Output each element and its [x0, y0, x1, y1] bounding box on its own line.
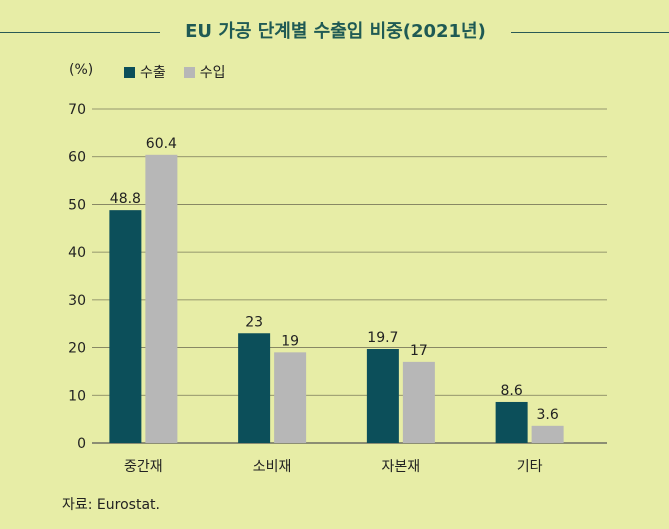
y-tick-label: 70: [68, 102, 86, 118]
x-category-label: 소비재: [253, 459, 292, 475]
y-tick-label: 40: [68, 245, 86, 261]
legend: 수출 수입: [124, 62, 244, 82]
y-tick-label: 0: [77, 436, 86, 452]
y-tick-label: 20: [68, 341, 86, 357]
legend-label-import: 수입: [199, 65, 226, 81]
title-rule-right: [511, 32, 669, 33]
bar-import: [402, 361, 435, 443]
data-label-export: 8.6: [500, 383, 522, 399]
bar-export: [495, 401, 528, 443]
y-tick-label: 50: [68, 197, 86, 213]
data-label-export: 19.7: [367, 330, 398, 346]
legend-item-import: 수입: [183, 62, 226, 82]
bar-import: [145, 154, 178, 443]
bar-export: [366, 349, 399, 443]
legend-label-export: 수출: [140, 65, 166, 81]
x-category-label: 중간재: [124, 459, 163, 475]
legend-swatch-import: [183, 66, 195, 78]
data-label-import: 19: [281, 333, 299, 349]
bar-import: [531, 425, 564, 443]
x-category-label: 자본재: [382, 459, 421, 475]
y-tick-label: 10: [68, 388, 86, 404]
chart-title: EU 가공 단계별 수출입 비중(2021년): [185, 21, 486, 42]
legend-swatch-export: [124, 66, 135, 78]
bar-import: [274, 352, 307, 443]
y-tick-label: 30: [68, 293, 86, 309]
x-category-label: 기타: [517, 459, 543, 475]
y-tick-label: 60: [68, 150, 86, 166]
legend-item-export: 수출: [124, 62, 166, 82]
source-note: 자료: Eurostat.: [62, 497, 160, 513]
data-label-import: 3.6: [536, 407, 558, 423]
data-label-import: 17: [410, 343, 428, 359]
title-bar: EU 가공 단계별 수출입 비중(2021년): [0, 18, 669, 48]
data-label-export: 48.8: [110, 191, 141, 207]
title-rule-left: [0, 32, 160, 33]
data-label-export: 23: [245, 314, 263, 330]
bar-export: [238, 333, 271, 443]
bar-export: [109, 210, 142, 443]
y-axis-unit-label: (%): [69, 62, 94, 78]
data-label-import: 60.4: [146, 136, 177, 152]
